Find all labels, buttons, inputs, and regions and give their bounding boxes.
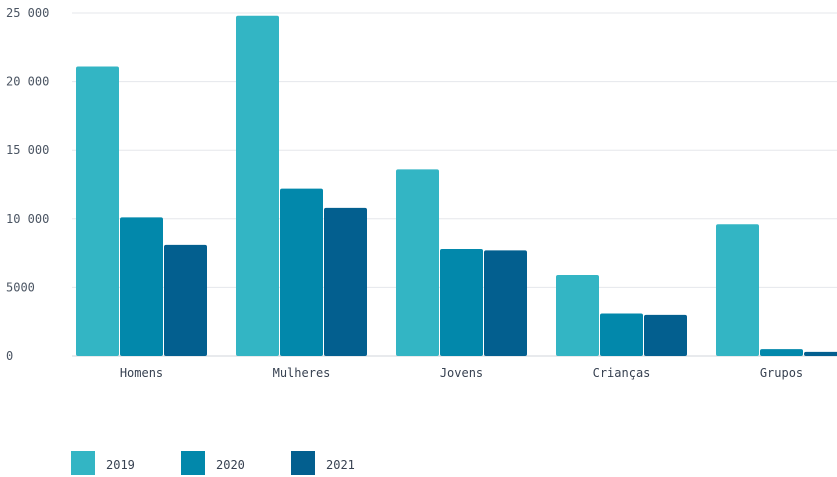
legend-label: 2020 [216,458,245,472]
legend-swatch [71,451,95,475]
y-tick-label: 15 000 [6,143,49,157]
bar-mulheres-2019[interactable] [236,15,279,357]
x-category-label: Jovens [440,366,483,380]
bar-homens-2020[interactable] [120,217,163,356]
x-category-label: Grupos [760,366,803,380]
y-tick-label: 20 000 [6,75,49,89]
y-tick-label: 25 000 [6,6,49,20]
bar-grupos-2021[interactable] [804,351,837,356]
y-tick-label: 0 [6,349,13,363]
bar-homens-2019[interactable] [76,66,119,357]
bar-grupos-2020[interactable] [760,349,803,356]
bar-mulheres-2021[interactable] [324,207,367,356]
legend-label: 2021 [326,458,355,472]
bar-mulheres-2020[interactable] [280,188,323,356]
legend-item-2020[interactable]: 2020 [181,451,245,475]
bar-grupos-2019[interactable] [716,224,759,356]
x-category-label: Homens [120,366,163,380]
legend: 2019 2020 2021 [71,451,355,475]
bar-crianças-2019[interactable] [556,275,599,356]
bar-homens-2021[interactable] [164,244,207,356]
legend-label: 2019 [106,458,135,472]
bar-crianças-2020[interactable] [600,313,643,356]
legend-item-2021[interactable]: 2021 [291,451,355,475]
bars [76,15,837,357]
bar-jovens-2019[interactable] [396,169,439,356]
legend-swatch [181,451,205,475]
legend-item-2019[interactable]: 2019 [71,451,135,475]
legend-swatch [291,451,315,475]
y-axis: 0 5000 10 000 15 000 20 000 25 000 [6,6,49,363]
y-tick-label: 5000 [6,280,35,294]
x-axis: Homens Mulheres Jovens Crianças Grupos [120,366,803,380]
y-tick-label: 10 000 [6,212,49,226]
bar-jovens-2020[interactable] [440,248,483,356]
bar-crianças-2021[interactable] [644,314,687,356]
x-category-label: Mulheres [273,366,331,380]
x-category-label: Crianças [593,366,651,380]
bar-jovens-2021[interactable] [484,250,527,356]
